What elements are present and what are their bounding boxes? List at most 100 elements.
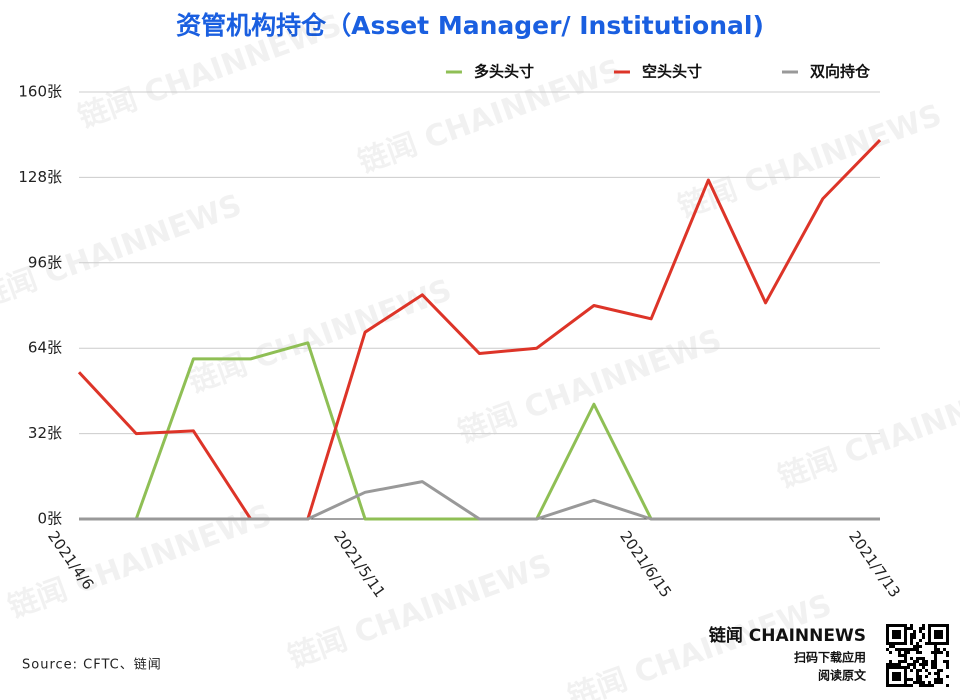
qr-cell — [922, 684, 925, 687]
qr-cell — [907, 651, 910, 654]
qr-cell — [886, 636, 889, 639]
qr-cell — [940, 642, 943, 645]
qr-caption: 扫码下载应用 — [794, 650, 866, 665]
qr-cell — [916, 645, 919, 648]
qr-cell — [925, 642, 928, 645]
qr-cell — [937, 669, 940, 672]
qr-cell — [931, 660, 934, 663]
qr-cell — [931, 663, 934, 666]
qr-cell — [892, 666, 895, 669]
qr-cell — [934, 660, 937, 663]
qr-cell — [937, 636, 940, 639]
qr-cell — [928, 672, 931, 675]
qr-cell — [919, 627, 922, 630]
qr-cell — [943, 648, 946, 651]
qr-cell — [886, 663, 889, 666]
qr-cell — [916, 642, 919, 645]
qr-cell — [940, 630, 943, 633]
qr-cell — [925, 660, 928, 663]
qr-cell — [895, 630, 898, 633]
qr-cell — [892, 630, 895, 633]
qr-cell — [937, 633, 940, 636]
qr-cell — [922, 657, 925, 660]
series-line — [77, 138, 882, 521]
qr-cell — [892, 672, 895, 675]
qr-cell — [919, 651, 922, 654]
qr-cell — [919, 630, 922, 633]
qr-cell — [898, 666, 901, 669]
qr-cell — [889, 660, 892, 663]
qr-cell — [916, 660, 919, 663]
qr-cell — [901, 648, 904, 651]
qr-cell — [907, 627, 910, 630]
qr-cell — [904, 633, 907, 636]
qr-cell — [922, 633, 925, 636]
qr-cell — [886, 672, 889, 675]
qr-cell — [904, 681, 907, 684]
qr-cell — [910, 624, 913, 627]
watermark: 链闻 CHAINNEWS — [0, 188, 246, 316]
qr-cell — [913, 666, 916, 669]
qr-cell — [904, 678, 907, 681]
qr-cell — [892, 663, 895, 666]
qr-cell — [892, 624, 895, 627]
qr-cell — [940, 681, 943, 684]
x-tick-label: 2021/6/15 — [616, 528, 675, 601]
watermark: 链闻 CHAINNEWS — [454, 323, 727, 451]
qr-cell — [946, 654, 949, 657]
qr-cell — [922, 681, 925, 684]
qr-cell — [919, 678, 922, 681]
qr-cell — [913, 645, 916, 648]
qr-cell — [928, 642, 931, 645]
qr-cell — [946, 642, 949, 645]
x-tick-label: 2021/7/13 — [845, 528, 904, 601]
qr-cell — [886, 642, 889, 645]
qr-cell — [925, 663, 928, 666]
qr-cell — [886, 669, 889, 672]
y-tick-label: 0张 — [37, 510, 62, 528]
qr-cell — [895, 648, 898, 651]
qr-cell — [904, 672, 907, 675]
qr-cell — [910, 684, 913, 687]
qr-cell — [904, 669, 907, 672]
qr-cell — [904, 675, 907, 678]
qr-cell — [904, 654, 907, 657]
qr-cell — [946, 636, 949, 639]
qr-cell — [940, 624, 943, 627]
qr-cell — [886, 630, 889, 633]
qr-cell — [931, 651, 934, 654]
qr-cell — [913, 633, 916, 636]
qr-cell — [928, 627, 931, 630]
qr-cell — [889, 684, 892, 687]
qr-cell — [916, 675, 919, 678]
qr-cell — [946, 684, 949, 687]
qr-cell — [919, 639, 922, 642]
qr-cell — [934, 663, 937, 666]
qr-cell — [913, 681, 916, 684]
qr-cell — [940, 669, 943, 672]
qr-cell — [898, 633, 901, 636]
qr-cell — [910, 636, 913, 639]
qr-code — [884, 622, 951, 689]
qr-cell — [934, 678, 937, 681]
y-tick-label: 96张 — [28, 253, 62, 271]
y-tick-label: 32张 — [28, 424, 62, 442]
qr-cell — [898, 651, 901, 654]
qr-cell — [910, 678, 913, 681]
qr-cell — [907, 678, 910, 681]
qr-cell — [892, 684, 895, 687]
qr-cell — [922, 624, 925, 627]
qr-cell — [937, 651, 940, 654]
qr-cell — [922, 627, 925, 630]
qr-cell — [919, 681, 922, 684]
qr-cell — [913, 660, 916, 663]
qr-cell — [904, 630, 907, 633]
qr-cell — [928, 633, 931, 636]
qr-cell — [904, 636, 907, 639]
chart-title: 资管机构持仓（Asset Manager/ Institutional) — [176, 11, 764, 40]
qr-cell — [943, 660, 946, 663]
qr-cell — [889, 663, 892, 666]
qr-cell — [934, 654, 937, 657]
legend-label: 多头头寸 — [474, 63, 534, 81]
qr-cell — [892, 633, 895, 636]
